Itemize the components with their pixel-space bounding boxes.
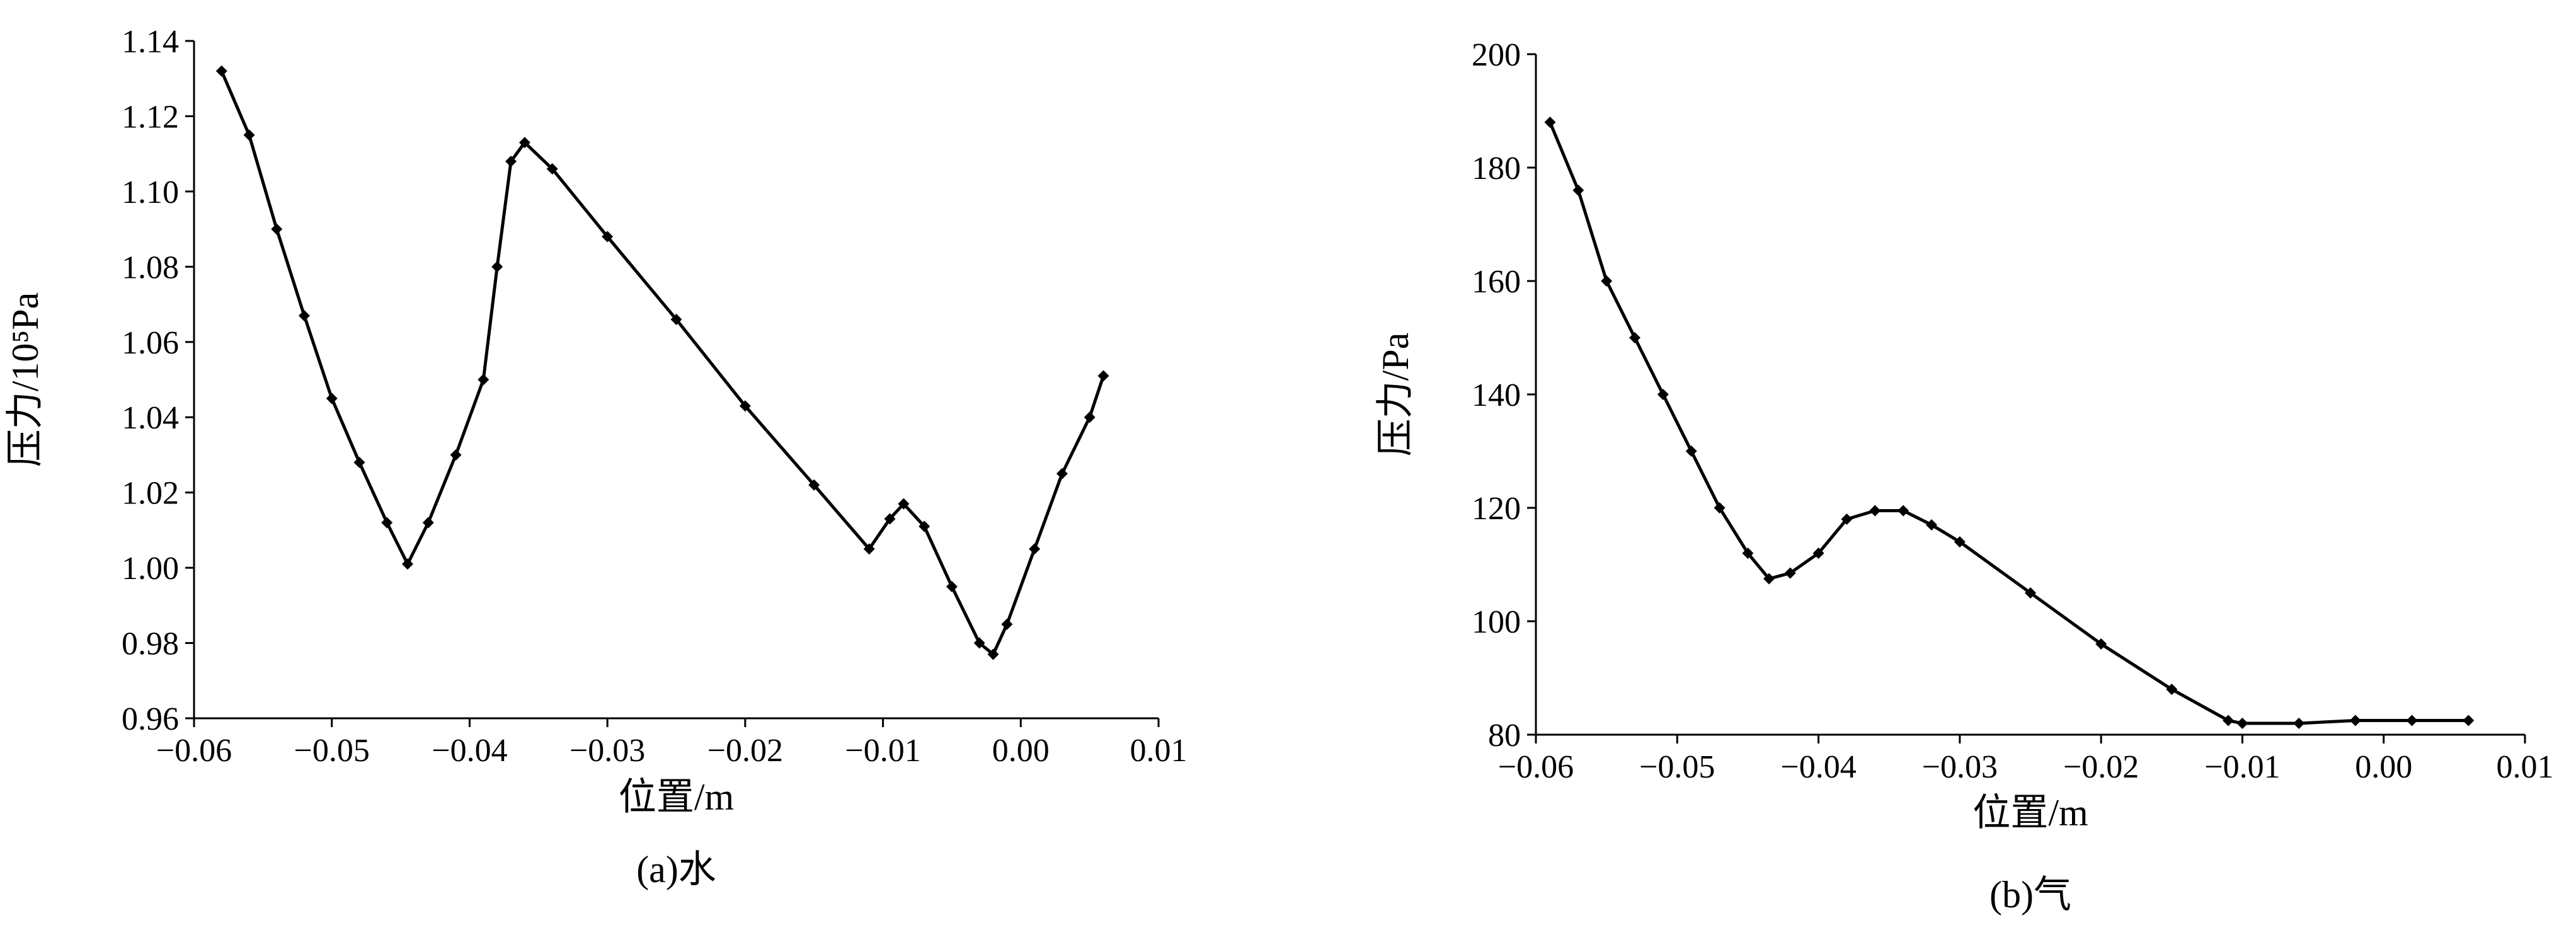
data-point [326, 393, 338, 405]
data-point [1784, 567, 1796, 579]
x-tick-label: −0.02 [707, 733, 783, 769]
data-point [243, 129, 255, 141]
data-point [353, 456, 365, 468]
data-point [898, 498, 910, 510]
data-point [1869, 505, 1881, 517]
data-point [1742, 548, 1754, 559]
data-point [546, 163, 558, 175]
y-axis-title: 压力/10⁵Pa [4, 292, 46, 468]
data-point [1001, 618, 1013, 630]
data-point [422, 517, 434, 529]
y-tick-label: 160 [1472, 264, 1521, 300]
data-point [2095, 638, 2107, 650]
data-point [808, 479, 820, 491]
data-point [1926, 519, 1937, 531]
y-tick-label: 1.02 [122, 476, 179, 512]
x-tick-label: −0.04 [1780, 749, 1856, 785]
data-point [1056, 468, 1068, 479]
x-axis-title: 位置/m [619, 776, 734, 818]
data-point [1572, 185, 1584, 196]
x-tick-label: 0.00 [2355, 749, 2412, 785]
x-tick-label: −0.03 [570, 733, 645, 769]
x-tick-label: −0.05 [294, 733, 370, 769]
y-tick-label: 1.08 [122, 250, 179, 285]
data-point [1898, 505, 1909, 517]
x-axis-title: 位置/m [1972, 792, 2088, 834]
data-point [1714, 502, 1726, 514]
y-axis-title: 压力/Pa [1375, 333, 1416, 457]
data-point [2025, 587, 2036, 599]
y-tick-label: 1.14 [122, 24, 179, 60]
data-point [602, 231, 614, 243]
data-point [863, 543, 875, 555]
y-tick-label: 140 [1472, 377, 1521, 413]
y-tick-label: 0.96 [122, 701, 179, 737]
data-point [987, 648, 999, 660]
data-point [271, 223, 283, 235]
y-tick-label: 1.06 [122, 325, 179, 361]
data-point [2166, 684, 2178, 695]
data-line [220, 70, 1105, 657]
data-point [2463, 715, 2475, 726]
y-tick-label: 1.12 [122, 99, 179, 135]
data-point [1763, 573, 1775, 585]
y-tick-label: 100 [1472, 604, 1521, 640]
data-point [402, 558, 414, 570]
y-tick-label: 200 [1472, 37, 1521, 73]
data-point [1097, 370, 1109, 382]
y-tick-label: 0.98 [122, 626, 179, 662]
data-point [1657, 389, 1669, 400]
data-point [518, 137, 530, 149]
data-point [215, 65, 227, 77]
data-point [505, 156, 517, 168]
data-point [450, 449, 462, 461]
data-point [2293, 718, 2305, 729]
data-point [1841, 514, 1853, 525]
y-tick-label: 1.04 [122, 400, 179, 436]
x-tick-label: −0.04 [432, 733, 507, 769]
x-tick-label: −0.05 [1639, 749, 1715, 785]
x-tick-label: 0.01 [1130, 733, 1188, 769]
data-point [2223, 715, 2234, 726]
y-tick-label: 180 [1472, 151, 1521, 187]
data-point [2349, 715, 2361, 726]
x-tick-label: −0.06 [156, 733, 232, 769]
x-tick-label: −0.01 [2204, 749, 2280, 785]
data-point [739, 400, 751, 412]
data-point [381, 517, 393, 529]
caption: (a)水 [636, 849, 716, 890]
x-tick-label: −0.03 [1922, 749, 1998, 785]
y-tick-label: 80 [1488, 718, 1521, 754]
data-point [1601, 275, 1613, 287]
data-point [298, 309, 310, 321]
y-tick-label: 120 [1472, 491, 1521, 527]
data-line [1548, 122, 2469, 725]
data-point [2236, 718, 2248, 729]
data-point [478, 374, 489, 386]
caption: (b)气 [1989, 874, 2071, 916]
data-point [973, 637, 985, 649]
data-point [1629, 332, 1640, 343]
x-tick-label: 0.00 [992, 733, 1050, 769]
data-point [1029, 543, 1041, 555]
data-point [1812, 548, 1824, 559]
x-tick-label: −0.02 [2063, 749, 2139, 785]
data-point [1685, 445, 1697, 457]
data-point [1954, 536, 1966, 548]
y-tick-label: 1.10 [122, 175, 179, 210]
x-tick-label: −0.01 [845, 733, 920, 769]
data-point [919, 520, 930, 532]
x-tick-label: 0.01 [2497, 749, 2554, 785]
data-point [2406, 715, 2418, 726]
data-point [884, 513, 896, 525]
data-point [1084, 411, 1096, 423]
data-point [1544, 117, 1556, 128]
data-point [670, 313, 682, 325]
y-tick-label: 1.00 [122, 551, 179, 587]
data-point [946, 580, 958, 592]
data-point [491, 261, 503, 273]
x-tick-label: −0.06 [1498, 749, 1574, 785]
